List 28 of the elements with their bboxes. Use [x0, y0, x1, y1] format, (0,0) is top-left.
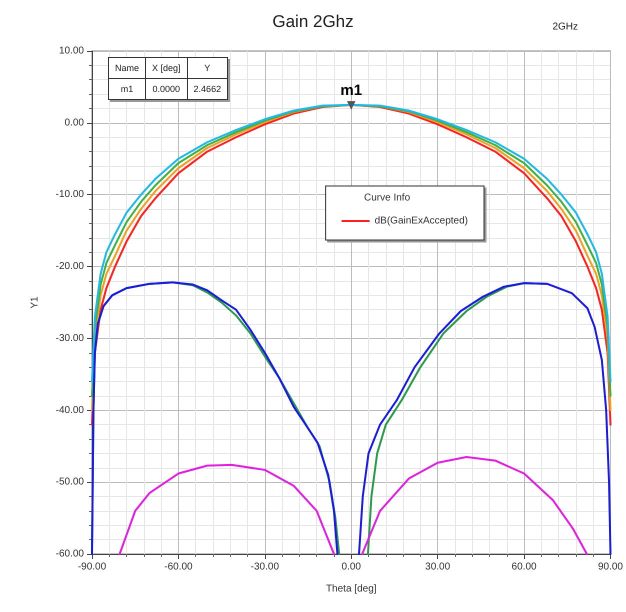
x-tick-label: 0.00	[342, 562, 362, 572]
x-tick-label: 30.00	[425, 562, 451, 572]
y-tick-label: -20.00	[56, 261, 84, 272]
y-tick-label: -50.00	[56, 476, 84, 488]
annotation: 2.4662	[187, 78, 228, 100]
x-axis-title: Theta [deg]	[326, 584, 377, 594]
chart-title: Gain 2Ghz	[272, 12, 354, 31]
y-tick-label: -60.00	[56, 548, 84, 560]
x-tick-label: -30.00	[250, 562, 280, 572]
annotation: Name	[108, 58, 146, 78]
annotation: X [deg]	[146, 58, 188, 78]
annotation: Y	[187, 58, 228, 78]
annotation: m1	[108, 78, 146, 100]
legend-label: dB(GainExAccepted)	[374, 216, 468, 226]
y-tick-label: -10.00	[56, 189, 84, 200]
legend-title: Curve Info	[364, 192, 411, 204]
annotation: m1	[340, 82, 362, 100]
annotation: 0.0000	[146, 78, 188, 100]
text: 2GHz	[552, 22, 578, 32]
y-tick-label: -30.00	[56, 332, 84, 344]
x-tick-label: -90.00	[78, 562, 107, 572]
y-tick-label: -40.00	[56, 404, 84, 416]
x-tick-label: 60.00	[512, 562, 538, 572]
y-tick-label: 10.00	[58, 46, 84, 56]
y-axis-title: Y1	[30, 296, 40, 309]
y-tick-label: 0.00	[64, 117, 84, 128]
x-tick-label: -60.00	[164, 562, 194, 572]
x-tick-label: 90.00	[598, 562, 624, 572]
